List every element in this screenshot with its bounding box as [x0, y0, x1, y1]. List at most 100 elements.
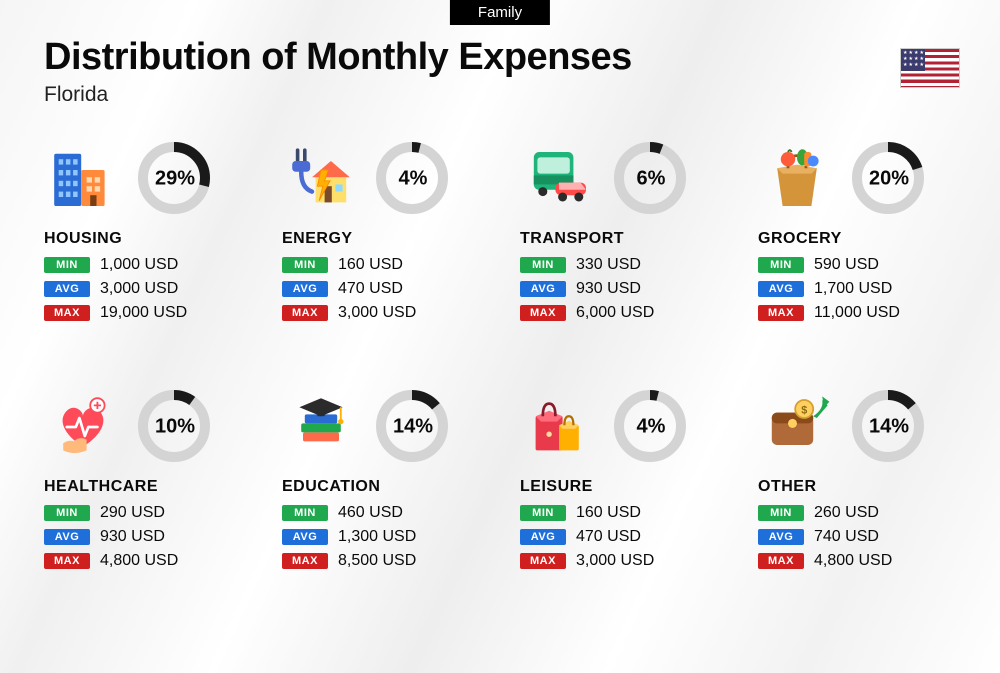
header-tag: Family	[450, 0, 550, 25]
healthcare-name: HEALTHCARE	[44, 478, 262, 496]
healthcare-icon	[44, 388, 122, 466]
transport-min-val: 330 USD	[576, 256, 641, 274]
education-avg-val: 1,300 USD	[338, 528, 416, 546]
category-card-transport: 6% TRANSPORT MIN 330 USD AVG 930 USD MAX…	[520, 140, 738, 328]
grocery-icon	[758, 140, 836, 218]
education-icon	[282, 388, 360, 466]
other-min-val: 260 USD	[814, 504, 879, 522]
leisure-pct-label: 4%	[637, 416, 666, 439]
page-title: Distribution of Monthly Expenses	[44, 36, 632, 79]
title-area: Distribution of Monthly Expenses Florida	[44, 36, 632, 107]
avg-badge: AVG	[282, 529, 328, 545]
transport-avg-row: AVG 930 USD	[520, 280, 738, 298]
transport-icon	[520, 140, 598, 218]
max-badge: MAX	[758, 553, 804, 569]
category-card-energy: 4% ENERGY MIN 160 USD AVG 470 USD MAX 3,…	[282, 140, 500, 328]
min-badge: MIN	[758, 257, 804, 273]
category-card-other: $ 14% OTHER MIN 260 USD AVG 740 USD MAX …	[758, 388, 976, 576]
max-badge: MAX	[758, 305, 804, 321]
min-badge: MIN	[758, 505, 804, 521]
transport-min-row: MIN 330 USD	[520, 256, 738, 274]
svg-text:$: $	[801, 405, 807, 417]
healthcare-max-val: 4,800 USD	[100, 552, 178, 570]
category-card-housing: 29% HOUSING MIN 1,000 USD AVG 3,000 USD …	[44, 140, 262, 328]
housing-avg-val: 3,000 USD	[100, 280, 178, 298]
other-name: OTHER	[758, 478, 976, 496]
housing-donut: 29%	[136, 140, 214, 218]
healthcare-min-val: 290 USD	[100, 504, 165, 522]
healthcare-avg-val: 930 USD	[100, 528, 165, 546]
housing-min-val: 1,000 USD	[100, 256, 178, 274]
education-min-row: MIN 460 USD	[282, 504, 500, 522]
category-card-leisure: 4% LEISURE MIN 160 USD AVG 470 USD MAX 3…	[520, 388, 738, 576]
category-card-education: 14% EDUCATION MIN 460 USD AVG 1,300 USD …	[282, 388, 500, 576]
energy-max-val: 3,000 USD	[338, 304, 416, 322]
other-min-row: MIN 260 USD	[758, 504, 976, 522]
other-avg-row: AVG 740 USD	[758, 528, 976, 546]
grocery-name: GROCERY	[758, 230, 976, 248]
transport-avg-val: 930 USD	[576, 280, 641, 298]
housing-min-row: MIN 1,000 USD	[44, 256, 262, 274]
grocery-min-row: MIN 590 USD	[758, 256, 976, 274]
education-avg-row: AVG 1,300 USD	[282, 528, 500, 546]
healthcare-max-row: MAX 4,800 USD	[44, 552, 262, 570]
page-subtitle: Florida	[44, 83, 632, 107]
min-badge: MIN	[282, 505, 328, 521]
min-badge: MIN	[44, 257, 90, 273]
category-card-healthcare: 10% HEALTHCARE MIN 290 USD AVG 930 USD M…	[44, 388, 262, 576]
housing-max-val: 19,000 USD	[100, 304, 187, 322]
other-donut: 14%	[850, 388, 928, 466]
other-max-row: MAX 4,800 USD	[758, 552, 976, 570]
leisure-avg-row: AVG 470 USD	[520, 528, 738, 546]
housing-pct-label: 29%	[155, 168, 195, 191]
max-badge: MAX	[520, 305, 566, 321]
us-flag-icon	[900, 48, 960, 88]
energy-name: ENERGY	[282, 230, 500, 248]
other-icon: $	[758, 388, 836, 466]
grocery-donut: 20%	[850, 140, 928, 218]
transport-donut: 6%	[612, 140, 690, 218]
education-name: EDUCATION	[282, 478, 500, 496]
education-max-row: MAX 8,500 USD	[282, 552, 500, 570]
healthcare-donut: 10%	[136, 388, 214, 466]
energy-avg-val: 470 USD	[338, 280, 403, 298]
leisure-donut: 4%	[612, 388, 690, 466]
min-badge: MIN	[282, 257, 328, 273]
avg-badge: AVG	[758, 281, 804, 297]
healthcare-avg-row: AVG 930 USD	[44, 528, 262, 546]
grocery-avg-val: 1,700 USD	[814, 280, 892, 298]
energy-donut: 4%	[374, 140, 452, 218]
housing-max-row: MAX 19,000 USD	[44, 304, 262, 322]
grocery-avg-row: AVG 1,700 USD	[758, 280, 976, 298]
education-pct-label: 14%	[393, 416, 433, 439]
max-badge: MAX	[282, 305, 328, 321]
housing-avg-row: AVG 3,000 USD	[44, 280, 262, 298]
avg-badge: AVG	[282, 281, 328, 297]
energy-avg-row: AVG 470 USD	[282, 280, 500, 298]
avg-badge: AVG	[758, 529, 804, 545]
energy-max-row: MAX 3,000 USD	[282, 304, 500, 322]
energy-min-row: MIN 160 USD	[282, 256, 500, 274]
healthcare-min-row: MIN 290 USD	[44, 504, 262, 522]
leisure-min-val: 160 USD	[576, 504, 641, 522]
max-badge: MAX	[520, 553, 566, 569]
education-donut: 14%	[374, 388, 452, 466]
healthcare-pct-label: 10%	[155, 416, 195, 439]
avg-badge: AVG	[520, 281, 566, 297]
housing-name: HOUSING	[44, 230, 262, 248]
transport-name: TRANSPORT	[520, 230, 738, 248]
transport-max-row: MAX 6,000 USD	[520, 304, 738, 322]
transport-max-val: 6,000 USD	[576, 304, 654, 322]
grocery-max-val: 11,000 USD	[814, 304, 900, 322]
min-badge: MIN	[520, 505, 566, 521]
education-max-val: 8,500 USD	[338, 552, 416, 570]
max-badge: MAX	[282, 553, 328, 569]
min-badge: MIN	[44, 505, 90, 521]
leisure-avg-val: 470 USD	[576, 528, 641, 546]
avg-badge: AVG	[44, 529, 90, 545]
energy-pct-label: 4%	[399, 168, 428, 191]
leisure-max-row: MAX 3,000 USD	[520, 552, 738, 570]
category-grid: 29% HOUSING MIN 1,000 USD AVG 3,000 USD …	[44, 140, 976, 576]
grocery-pct-label: 20%	[869, 168, 909, 191]
energy-min-val: 160 USD	[338, 256, 403, 274]
